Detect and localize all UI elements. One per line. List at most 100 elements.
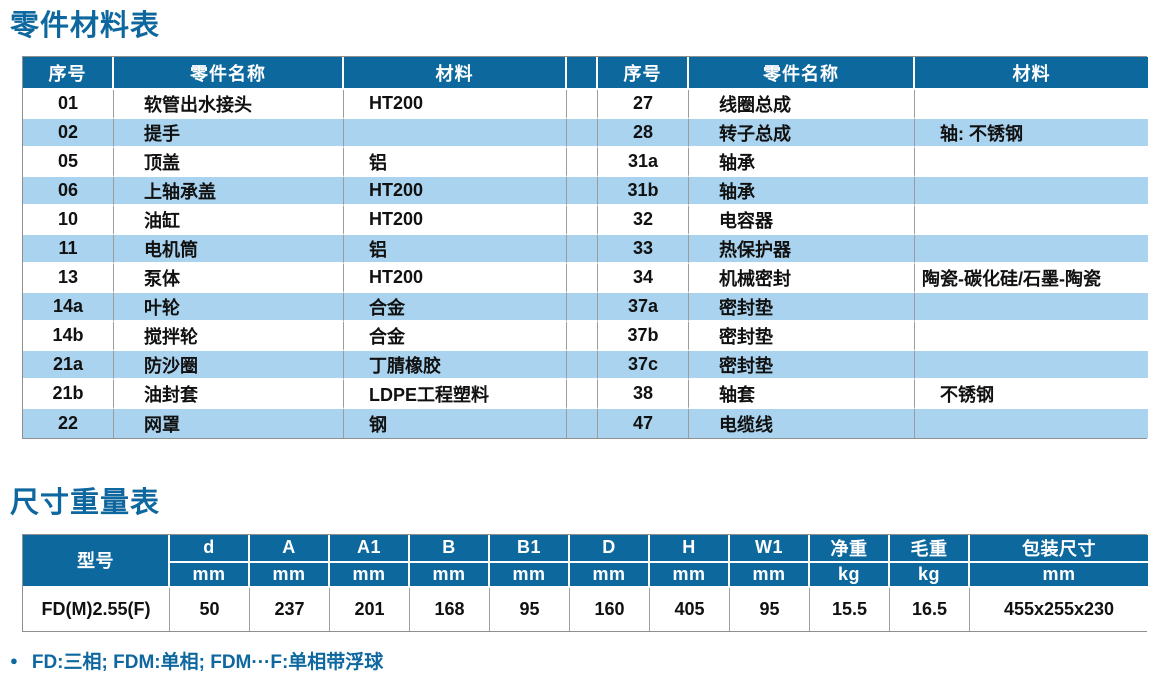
material-cell [915,148,1148,178]
spacer-cell [567,235,598,265]
left-serial-header: 序号 [23,57,114,91]
part-name-cell: 顶盖 [114,148,344,178]
right-material-header: 材料 [915,57,1148,91]
unit-cell: mm [490,562,570,588]
spacer-cell [567,293,598,323]
dimensions-weight-table: 型号 d A A1 B B1 D H W1 净重 毛重 包装尺寸 mm mm m… [23,534,1148,631]
col-header-D: D [570,534,650,563]
serial-cell: 47 [598,409,689,439]
part-name-cell: 搅拌轮 [114,322,344,352]
serial-cell: 31a [598,148,689,178]
part-name-cell: 网罩 [114,409,344,439]
material-cell: 钢 [344,409,567,439]
serial-cell: 06 [23,177,114,207]
part-name-cell: 油封套 [114,380,344,410]
col-header-net-weight: 净重 [810,534,890,563]
dim-value-cell: 16.5 [890,587,970,631]
dims-header-row-labels: 型号 d A A1 B B1 D H W1 净重 毛重 包装尺寸 [23,534,1148,588]
parts-row: 05 顶盖 铝 31a 轴承 [23,148,1148,178]
spacer-cell [567,351,598,381]
bullet-icon: ● [10,652,18,668]
spacer-cell [567,380,598,410]
material-cell [915,351,1148,381]
parts-row: 14a 叶轮 合金 37a 密封垫 [23,293,1148,323]
serial-cell: 02 [23,119,114,149]
dims-data-row: FD(M)2.55(F) 50 237 201 168 95 160 405 9… [23,587,1148,631]
parts-row: 13 泵体 HT200 34 机械密封 陶瓷-碳化硅/石墨-陶瓷 [23,264,1148,294]
part-name-cell: 转子总成 [689,119,915,149]
serial-cell: 38 [598,380,689,410]
material-cell [915,235,1148,265]
material-cell: LDPE工程塑料 [344,380,567,410]
part-name-cell: 叶轮 [114,293,344,323]
part-name-cell: 热保护器 [689,235,915,265]
parts-row: 02 提手 28 转子总成 轴: 不锈钢 [23,119,1148,149]
col-header-a1: A1 [330,534,410,563]
material-cell [915,177,1148,207]
unit-cell: mm [650,562,730,588]
serial-cell: 37c [598,351,689,381]
unit-cell: kg [890,562,970,588]
parts-row: 11 电机筒 铝 33 热保护器 [23,235,1148,265]
material-cell: 合金 [344,293,567,323]
spacer-cell [567,177,598,207]
parts-row: 01 软管出水接头 HT200 27 线圈总成 [23,90,1148,120]
parts-header-row: 序号 零件名称 材料 序号 零件名称 材料 [23,57,1148,91]
serial-cell: 33 [598,235,689,265]
dims-table-title: 尺寸重量表 [10,487,161,520]
parts-row: 06 上轴承盖 HT200 31b 轴承 [23,177,1148,207]
col-header-h: H [650,534,730,563]
spacer-cell [567,90,598,120]
material-cell [915,206,1148,236]
parts-row: 10 油缸 HT200 32 电容器 [23,206,1148,236]
serial-cell: 31b [598,177,689,207]
spacer-cell [567,206,598,236]
footnote-text: FD:三相; FDM:单相; FDM···F:单相带浮球 [31,651,384,673]
datasheet-page: 零件材料表 序号 零件名称 材料 序号 零件名称 材料 [10,10,1169,674]
dim-value-cell: 160 [570,587,650,631]
serial-cell: 11 [23,235,114,265]
serial-cell: 21b [23,380,114,410]
parts-table-title: 零件材料表 [10,10,161,42]
unit-cell: mm [410,562,490,588]
material-cell: 铝 [344,148,567,178]
part-name-cell: 电容器 [689,206,915,236]
dim-value-cell: 95 [490,587,570,631]
serial-cell: 28 [598,119,689,149]
spacer-cell [567,409,598,439]
parts-row: 14b 搅拌轮 合金 37b 密封垫 [23,322,1148,352]
material-cell: 合金 [344,322,567,352]
model-value-cell: FD(M)2.55(F) [23,587,170,631]
spacer-cell [567,322,598,352]
material-cell [915,322,1148,352]
material-cell: HT200 [344,177,567,207]
material-cell [915,293,1148,323]
serial-cell: 10 [23,206,114,236]
material-cell: HT200 [344,90,567,120]
spacer-cell [567,148,598,178]
material-cell: 轴: 不锈钢 [915,119,1148,149]
dim-value-cell: 201 [330,587,410,631]
dims-header-row-units: mm mm mm mm mm mm mm mm kg kg mm [23,562,1148,588]
material-cell [915,409,1148,439]
dim-value-cell: 455x255x230 [970,587,1148,631]
left-part-name-header: 零件名称 [114,57,344,91]
material-cell: HT200 [344,206,567,236]
serial-cell: 14b [23,322,114,352]
unit-cell: mm [250,562,330,588]
parts-row: 22 网罩 钢 47 电缆线 [23,409,1148,439]
serial-cell: 37a [598,293,689,323]
part-name-cell: 轴承 [689,148,915,178]
dim-value-cell: 168 [410,587,490,631]
part-name-cell: 密封垫 [689,293,915,323]
spacer-cell [567,119,598,149]
dim-value-cell: 50 [170,587,250,631]
material-cell [915,90,1148,120]
footnote: ● FD:三相; FDM:单相; FDM···F:单相带浮球 [10,647,1169,674]
dims-table-wrapper: 型号 d A A1 B B1 D H W1 净重 毛重 包装尺寸 mm mm m… [22,533,1148,632]
dim-value-cell: 237 [250,587,330,631]
dim-value-cell: 15.5 [810,587,890,631]
part-name-cell: 软管出水接头 [114,90,344,120]
unit-cell: mm [970,562,1148,588]
serial-cell: 32 [598,206,689,236]
